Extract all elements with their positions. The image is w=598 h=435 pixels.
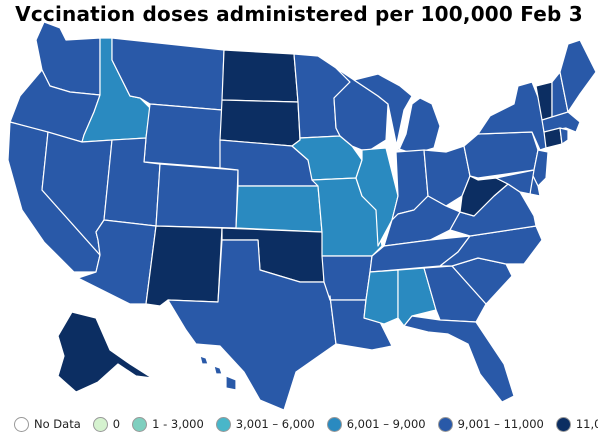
legend-swatch (326, 416, 342, 432)
state-NM[interactable] (145, 225, 223, 307)
legend-item: 0 (92, 416, 121, 432)
states-layer (7, 21, 597, 411)
state-MS[interactable] (363, 269, 399, 325)
legend-label: 9,001 – 11,000 (457, 417, 544, 431)
state-TX[interactable] (167, 239, 337, 411)
state-CT[interactable] (543, 127, 563, 149)
legend-item: 6,001 – 9,000 (326, 416, 426, 432)
state-RI[interactable] (559, 127, 569, 145)
legend-swatch (437, 416, 453, 432)
legend-label: 11,001+ (575, 417, 598, 431)
state-AK[interactable] (57, 311, 153, 393)
legend-swatch (14, 416, 29, 432)
legend-label: 1 - 3,000 (152, 417, 204, 431)
state-ME[interactable] (559, 39, 597, 113)
legend: No Data 0 1 - 3,000 3,001 – 6,000 6,001 – 9,… (14, 415, 598, 433)
legend-swatch (555, 416, 571, 432)
legend-swatch (215, 416, 231, 432)
legend-item: 11,001+ (555, 416, 598, 432)
state-NC[interactable] (439, 225, 543, 267)
state-HI[interactable] (199, 355, 237, 391)
state-SD[interactable] (219, 99, 301, 147)
map-title: Vccination doses administered per 100,00… (15, 2, 583, 26)
state-AR[interactable] (321, 255, 373, 301)
state-IL[interactable] (355, 147, 399, 247)
state-WY[interactable] (143, 103, 223, 169)
legend-item: No Data (14, 416, 81, 432)
legend-swatch (92, 416, 108, 432)
state-MD[interactable] (495, 169, 535, 195)
legend-label: 3,001 – 6,000 (235, 417, 315, 431)
legend-label: 0 (112, 417, 121, 431)
legend-label: No Data (34, 417, 81, 431)
state-KS[interactable] (235, 185, 323, 233)
legend-label: 6,001 – 9,000 (346, 417, 426, 431)
legend-item: 9,001 – 11,000 (437, 416, 544, 432)
state-CO[interactable] (155, 163, 239, 229)
legend-item: 3,001 – 6,000 (215, 416, 315, 432)
state-FL[interactable] (403, 315, 515, 403)
state-MI[interactable] (353, 73, 441, 155)
legend-swatch (132, 416, 148, 432)
legend-item: 1 - 3,000 (132, 416, 204, 432)
state-ND[interactable] (221, 49, 299, 103)
